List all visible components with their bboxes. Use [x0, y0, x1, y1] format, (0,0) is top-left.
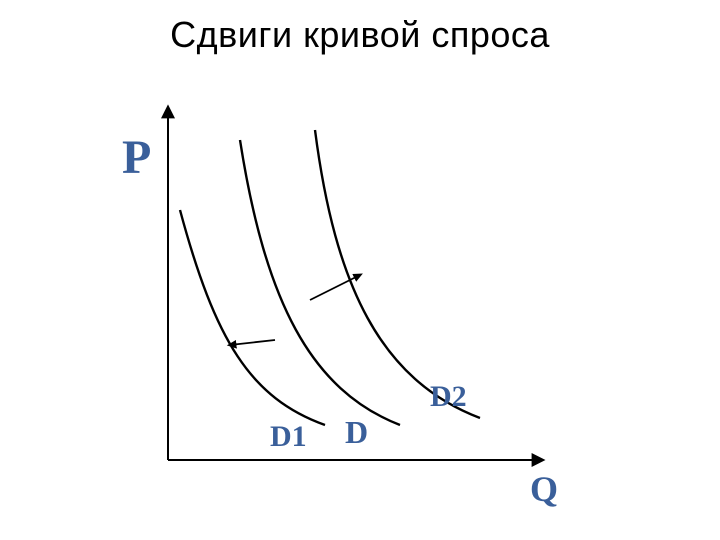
curve-d1 [180, 210, 325, 425]
curve-label-d2: D2 [430, 380, 467, 414]
axis-label-q: Q [530, 468, 558, 510]
axis-label-p: P [122, 130, 151, 185]
chart-svg [100, 90, 620, 520]
slide: Сдвиги кривой спроса P Q [0, 0, 720, 540]
curve-d2 [315, 130, 480, 418]
shift-arrow-left [230, 340, 275, 345]
demand-shift-chart: P Q D1 D D2 [100, 90, 620, 520]
curve-label-d: D [345, 414, 368, 451]
curve-label-d1: D1 [270, 420, 307, 454]
curve-d [240, 140, 400, 425]
slide-title: Сдвиги кривой спроса [0, 14, 720, 56]
